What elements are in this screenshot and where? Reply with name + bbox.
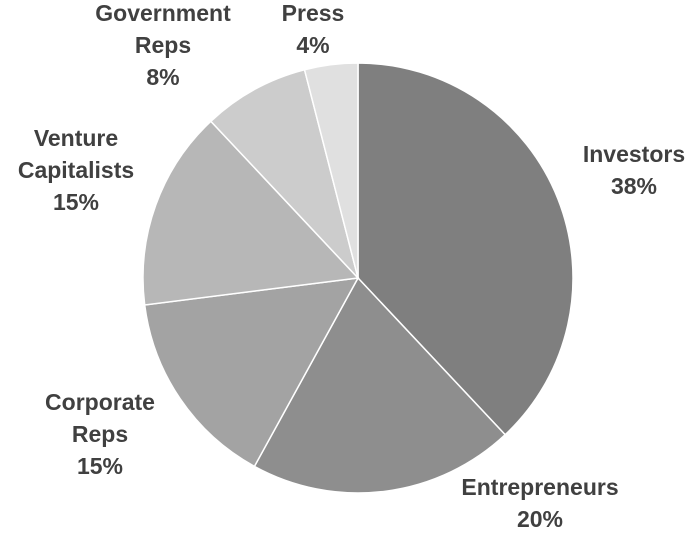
data-label-line: 20% — [517, 506, 563, 532]
pie-slice-government-reps — [209, 68, 359, 279]
data-label-line: Investors — [583, 141, 685, 167]
pie-labels: Investors 38% Entrepreneurs 20% Corporate Rep… — [18, 0, 685, 532]
data-label-government-reps: Government Reps 8% — [95, 0, 231, 90]
data-label-line: Venture — [34, 125, 118, 151]
pie-slices — [142, 62, 574, 494]
data-label-line: Press — [282, 0, 345, 26]
data-label-corporate-reps: Corporate Reps 15% — [45, 389, 155, 479]
data-label-line: Reps — [135, 32, 191, 58]
data-label-line: 15% — [77, 453, 123, 479]
data-label-line: 4% — [296, 32, 329, 58]
pie-slice-press — [303, 62, 359, 279]
data-label-line: Capitalists — [18, 157, 134, 183]
data-label-entrepreneurs: Entrepreneurs 20% — [461, 474, 618, 532]
data-label-line: 8% — [146, 64, 179, 90]
data-label-line: Entrepreneurs — [461, 474, 618, 500]
pie-slice-entrepreneurs — [253, 276, 507, 494]
data-label-line: 15% — [53, 189, 99, 215]
data-label-line: Corporate — [45, 389, 155, 415]
data-label-line: Reps — [72, 421, 128, 447]
pie-slice-venture-capitalists — [142, 120, 360, 306]
data-label-line: 38% — [611, 173, 657, 199]
pie-slice-investors — [357, 62, 574, 436]
data-label-press: Press 4% — [282, 0, 345, 58]
data-label-venture-capitalists: Venture Capitalists 15% — [18, 125, 134, 215]
pie-slice-corporate-reps — [143, 277, 360, 468]
data-label-line: Government — [95, 0, 231, 26]
data-label-investors: Investors 38% — [583, 141, 685, 199]
